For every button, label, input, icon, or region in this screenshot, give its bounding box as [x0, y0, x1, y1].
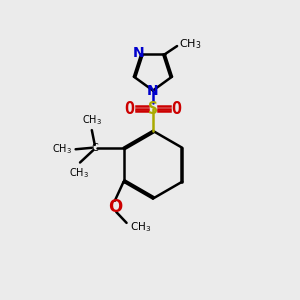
Text: C: C	[92, 143, 98, 153]
Text: S: S	[148, 100, 158, 118]
Text: O: O	[172, 100, 182, 118]
Text: CH$_3$: CH$_3$	[82, 113, 102, 127]
Text: CH$_3$: CH$_3$	[179, 38, 202, 52]
Text: CH$_3$: CH$_3$	[52, 142, 72, 156]
Text: N: N	[147, 83, 159, 98]
Text: CH$_3$: CH$_3$	[130, 220, 151, 234]
Text: O: O	[124, 100, 134, 118]
Text: O: O	[108, 198, 122, 216]
Text: CH$_3$: CH$_3$	[69, 166, 88, 180]
Text: N: N	[133, 46, 145, 60]
